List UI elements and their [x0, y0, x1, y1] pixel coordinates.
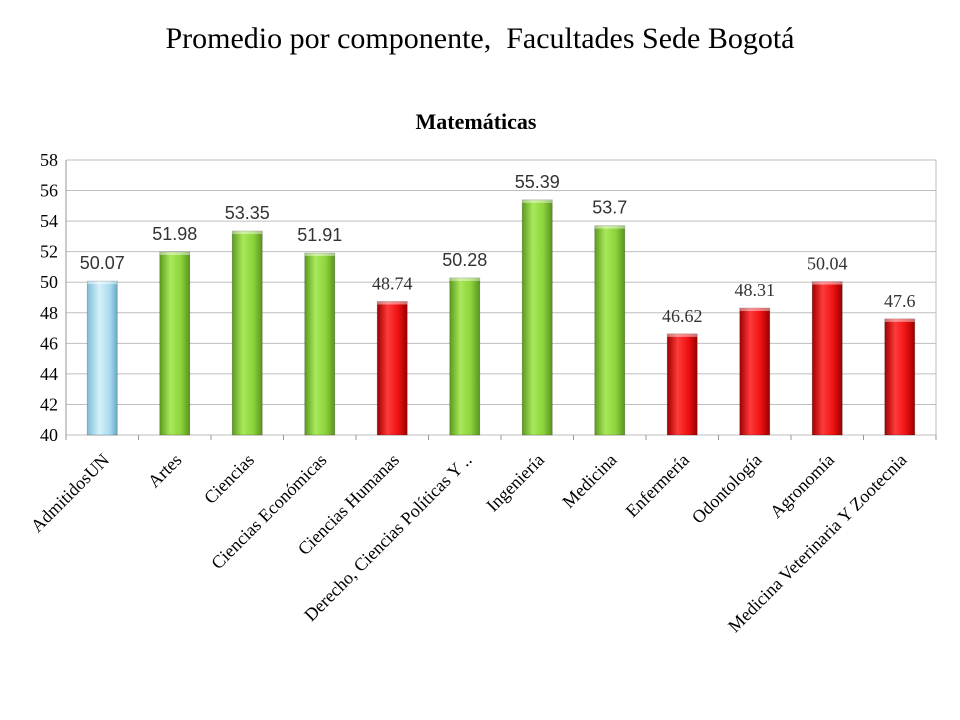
data-label: 50.04: [807, 254, 848, 274]
bar-5: [449, 277, 481, 436]
bar-11: [884, 318, 916, 436]
grid-layer: [65, 159, 937, 440]
chart-title: Matemáticas: [416, 109, 537, 134]
y-tick-label: 40: [40, 425, 58, 445]
bar-0: [86, 280, 118, 436]
data-label: 51.98: [152, 224, 197, 244]
bar-4: [376, 301, 408, 436]
bars-layer: [86, 199, 916, 436]
x-tick-label: AdmitidosUN: [27, 450, 113, 536]
slide-title: Promedio por componente, Facultades Sede…: [165, 22, 795, 55]
data-label: 46.62: [662, 306, 703, 326]
data-label: 47.6: [884, 291, 916, 311]
x-tick-label: Enfermería: [622, 450, 693, 521]
bar-cap: [449, 277, 480, 281]
bar-9: [739, 307, 771, 436]
bar-cap: [377, 301, 408, 305]
y-tick-label: 56: [40, 181, 58, 201]
bar-8: [666, 333, 698, 436]
y-tick-label: 44: [40, 364, 58, 384]
data-label: 53.7: [592, 198, 627, 218]
x-tick-label: Ciencias: [200, 450, 258, 508]
bar-cap: [522, 199, 553, 203]
bar-cap: [594, 225, 625, 229]
y-tick-label: 54: [40, 211, 58, 231]
data-label: 50.07: [80, 253, 125, 273]
x-tick-label: Medicina: [558, 450, 620, 512]
bar-2: [231, 230, 263, 436]
bar-3: [304, 252, 336, 436]
bar-7: [594, 225, 626, 436]
y-tick-label: 42: [40, 394, 58, 414]
y-tick-label: 48: [40, 303, 58, 323]
y-tick-label: 50: [40, 272, 58, 292]
bar-cap: [159, 251, 190, 255]
x-tick-label: Ingeniería: [482, 450, 548, 516]
data-label: 51.91: [297, 225, 342, 245]
bar-10: [811, 281, 843, 436]
x-tick-label: Artes: [144, 450, 186, 492]
y-tick-label: 52: [40, 242, 58, 262]
x-tick-label: Odontología: [688, 450, 766, 528]
bar-cap: [232, 231, 263, 235]
data-label: 53.35: [225, 203, 270, 223]
bar-cap: [304, 253, 335, 257]
x-tick-label: Agronomía: [766, 450, 838, 522]
bar-cap: [87, 281, 118, 285]
y-tick-label: 58: [40, 150, 58, 170]
bar-cap: [884, 318, 915, 322]
bar-cap: [667, 333, 698, 337]
bar-1: [159, 251, 191, 436]
bar-cap: [739, 308, 770, 312]
data-label: 48.31: [735, 280, 776, 300]
bar-cap: [812, 281, 843, 285]
bar-6: [521, 199, 553, 436]
data-label: 48.74: [372, 273, 413, 293]
data-label: 55.39: [515, 172, 560, 192]
y-tick-label: 46: [40, 333, 58, 353]
data-label: 50.28: [442, 250, 487, 270]
